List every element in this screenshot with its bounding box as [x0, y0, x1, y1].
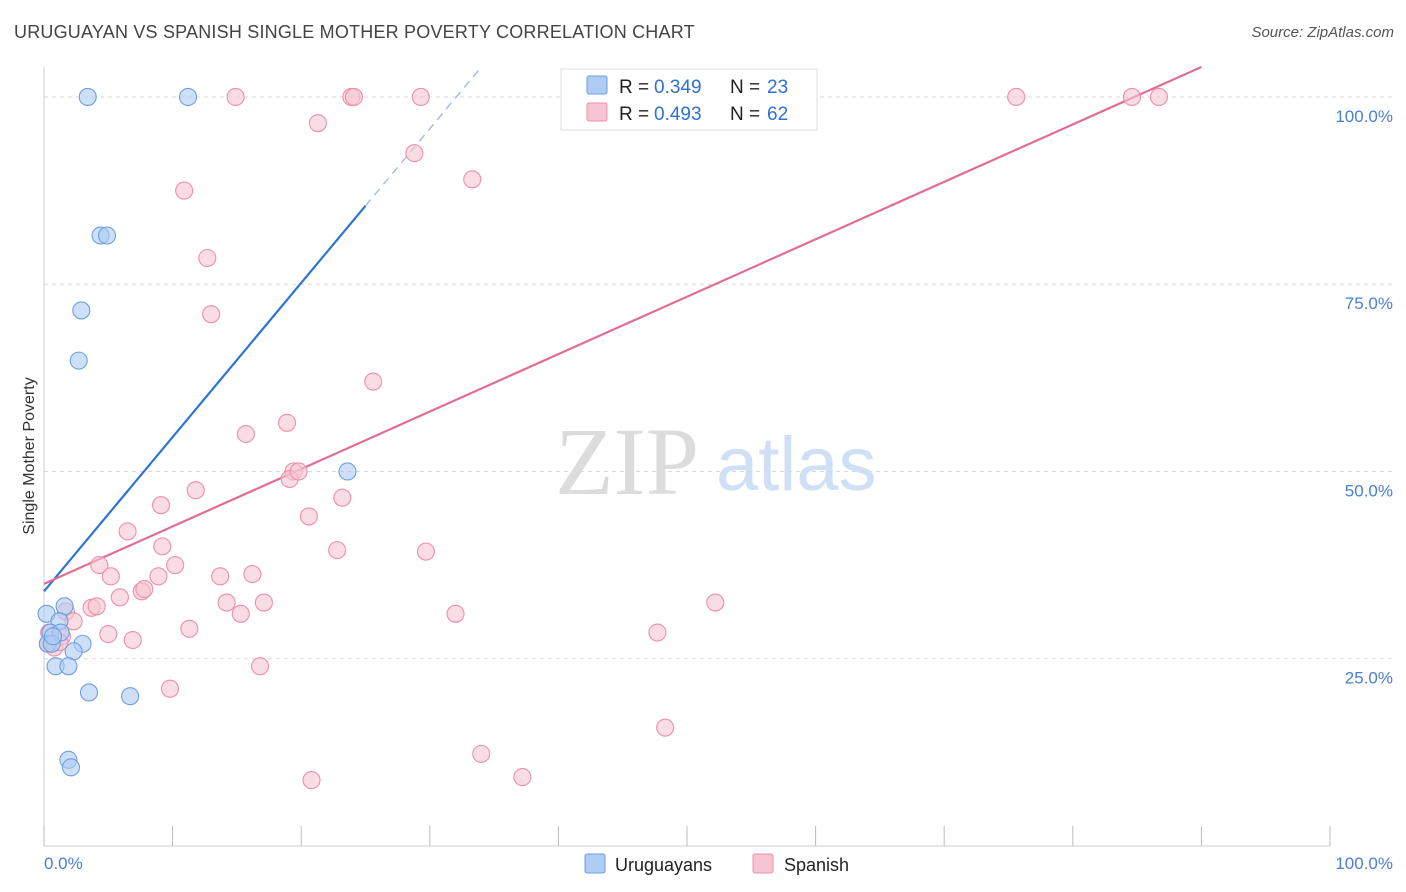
- point-spanish-21: [151, 496, 171, 515]
- point-spanish-56: [656, 718, 675, 737]
- point-spanish-22: [333, 488, 352, 507]
- point-spanish-57: [472, 744, 491, 763]
- legend-r-value-2: 0.493: [654, 104, 702, 125]
- bottom-legend-uruguayans: Uruguayans: [615, 855, 712, 875]
- x-tick-max: 100.0%: [1335, 854, 1393, 873]
- legend-n-label-2: N =: [730, 104, 760, 125]
- point-spanish-12: [175, 181, 194, 200]
- point-uruguayans-3: [97, 226, 117, 245]
- series-legend: Uruguayans Spanish: [584, 853, 849, 875]
- point-spanish-6: [1007, 87, 1026, 107]
- legend-r-label-2: R =: [619, 104, 649, 125]
- point-spanish-26: [153, 537, 172, 556]
- point-spanish-45: [446, 604, 465, 623]
- point-uruguayans-15: [64, 642, 83, 661]
- point-spanish-30: [166, 556, 185, 575]
- point-spanish-28: [416, 542, 435, 561]
- point-spanish-20: [289, 462, 308, 481]
- point-spanish-3: [411, 87, 430, 107]
- point-uruguayans-4: [72, 301, 91, 320]
- legend-n-value-1: 23: [767, 77, 788, 98]
- point-spanish-8: [1149, 87, 1169, 107]
- point-spanish-24: [299, 507, 318, 526]
- legend-swatch-uruguayans: [586, 75, 608, 95]
- point-spanish-55: [160, 679, 180, 698]
- y-tick-label-50: 50.0%: [1345, 481, 1393, 500]
- point-spanish-47: [180, 619, 199, 638]
- trend-line-uruguayans-extension: [364, 66, 482, 207]
- x-tick-min: 0.0%: [44, 854, 83, 873]
- point-spanish-27: [328, 541, 347, 560]
- point-spanish-33: [243, 565, 262, 584]
- data-points: [37, 87, 1169, 790]
- point-spanish-41: [254, 593, 273, 612]
- point-spanish-35: [110, 588, 129, 607]
- point-uruguayans-6: [338, 462, 357, 481]
- point-spanish-14: [202, 305, 221, 324]
- point-spanish-11: [463, 170, 482, 189]
- point-spanish-51: [648, 623, 667, 642]
- point-uruguayans-19: [121, 687, 140, 706]
- y-tick-labels: 25.0% 50.0% 75.0% 100.0%: [1335, 107, 1393, 688]
- bottom-swatch-spanish: [752, 853, 774, 874]
- point-uruguayans-1: [178, 87, 198, 107]
- point-spanish-0: [226, 87, 245, 107]
- point-spanish-39: [87, 597, 106, 616]
- watermark-zip: ZIP: [555, 408, 699, 515]
- source-label: Source: ZipAtlas.com: [1251, 24, 1394, 41]
- point-spanish-25: [118, 522, 137, 541]
- point-spanish-9: [308, 114, 327, 133]
- legend-r-label-1: R =: [619, 77, 649, 98]
- legend-swatch-spanish: [586, 102, 608, 122]
- point-spanish-44: [231, 604, 250, 623]
- point-spanish-15: [364, 372, 383, 391]
- y-tick-label-75: 75.0%: [1345, 294, 1393, 313]
- watermark-atlas: atlas: [716, 422, 877, 507]
- stats-legend: R = 0.349 N = 23 R = 0.493 N = 62: [560, 68, 818, 131]
- point-spanish-17: [236, 424, 255, 444]
- point-spanish-32: [211, 567, 230, 586]
- bottom-legend-spanish: Spanish: [784, 855, 849, 875]
- point-uruguayans-18: [79, 683, 99, 702]
- point-uruguayans-22: [43, 627, 63, 646]
- point-spanish-59: [302, 771, 321, 790]
- point-uruguayans-0: [78, 87, 97, 107]
- point-spanish-31: [101, 567, 120, 586]
- point-spanish-29: [90, 556, 109, 575]
- point-spanish-7: [1122, 87, 1142, 107]
- chart-title: URUGUAYAN VS SPANISH SINGLE MOTHER POVER…: [14, 22, 695, 42]
- point-spanish-50: [123, 630, 142, 650]
- point-spanish-2: [344, 87, 363, 107]
- axes: [43, 67, 1331, 847]
- trend-line-uruguayans: [43, 205, 367, 593]
- point-uruguayans-17: [59, 657, 78, 676]
- legend-n-label-1: N =: [730, 77, 760, 98]
- legend-n-value-2: 62: [767, 104, 788, 125]
- point-spanish-13: [198, 248, 217, 268]
- point-spanish-16: [278, 413, 297, 432]
- trend-lines: [43, 65, 1202, 593]
- point-spanish-48: [99, 624, 118, 644]
- y-tick-label-100: 100.0%: [1335, 107, 1393, 126]
- y-axis-title: Single Mother Poverty: [21, 377, 38, 534]
- point-spanish-54: [250, 657, 270, 676]
- point-spanish-34: [149, 567, 168, 586]
- point-spanish-42: [706, 593, 725, 612]
- bottom-swatch-uruguayans: [584, 853, 606, 874]
- trend-line-spanish: [43, 65, 1202, 585]
- point-spanish-58: [513, 768, 532, 787]
- y-tick-label-25: 25.0%: [1345, 669, 1393, 688]
- point-spanish-10: [405, 144, 424, 163]
- point-uruguayans-21: [61, 758, 81, 777]
- point-spanish-23: [186, 481, 205, 500]
- legend-r-value-1: 0.349: [654, 77, 702, 98]
- point-uruguayans-5: [69, 351, 88, 370]
- point-uruguayans-8: [55, 597, 74, 616]
- point-spanish-37: [135, 580, 154, 599]
- point-spanish-40: [217, 593, 236, 612]
